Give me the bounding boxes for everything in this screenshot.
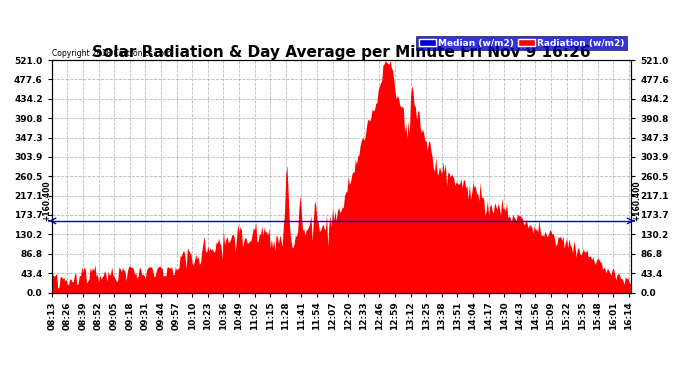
Title: Solar Radiation & Day Average per Minute Fri Nov 9 16:26: Solar Radiation & Day Average per Minute…	[92, 45, 591, 60]
Legend: Median (w/m2), Radiation (w/m2): Median (w/m2), Radiation (w/m2)	[417, 36, 627, 50]
Text: Copyright 2018 Cartronics.com: Copyright 2018 Cartronics.com	[52, 49, 171, 58]
Text: +160.400: +160.400	[632, 180, 641, 221]
Text: +160.400: +160.400	[42, 180, 51, 221]
